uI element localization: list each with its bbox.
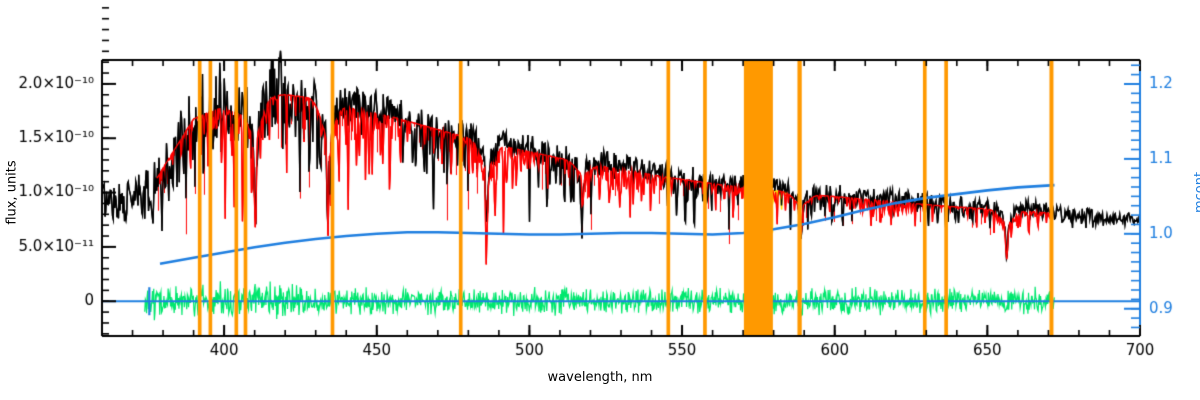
y-axis-label-left: flux, units xyxy=(4,160,20,225)
x-axis-label: wavelength, nm xyxy=(547,370,653,385)
y-axis-label-right: mcont xyxy=(1192,171,1200,214)
